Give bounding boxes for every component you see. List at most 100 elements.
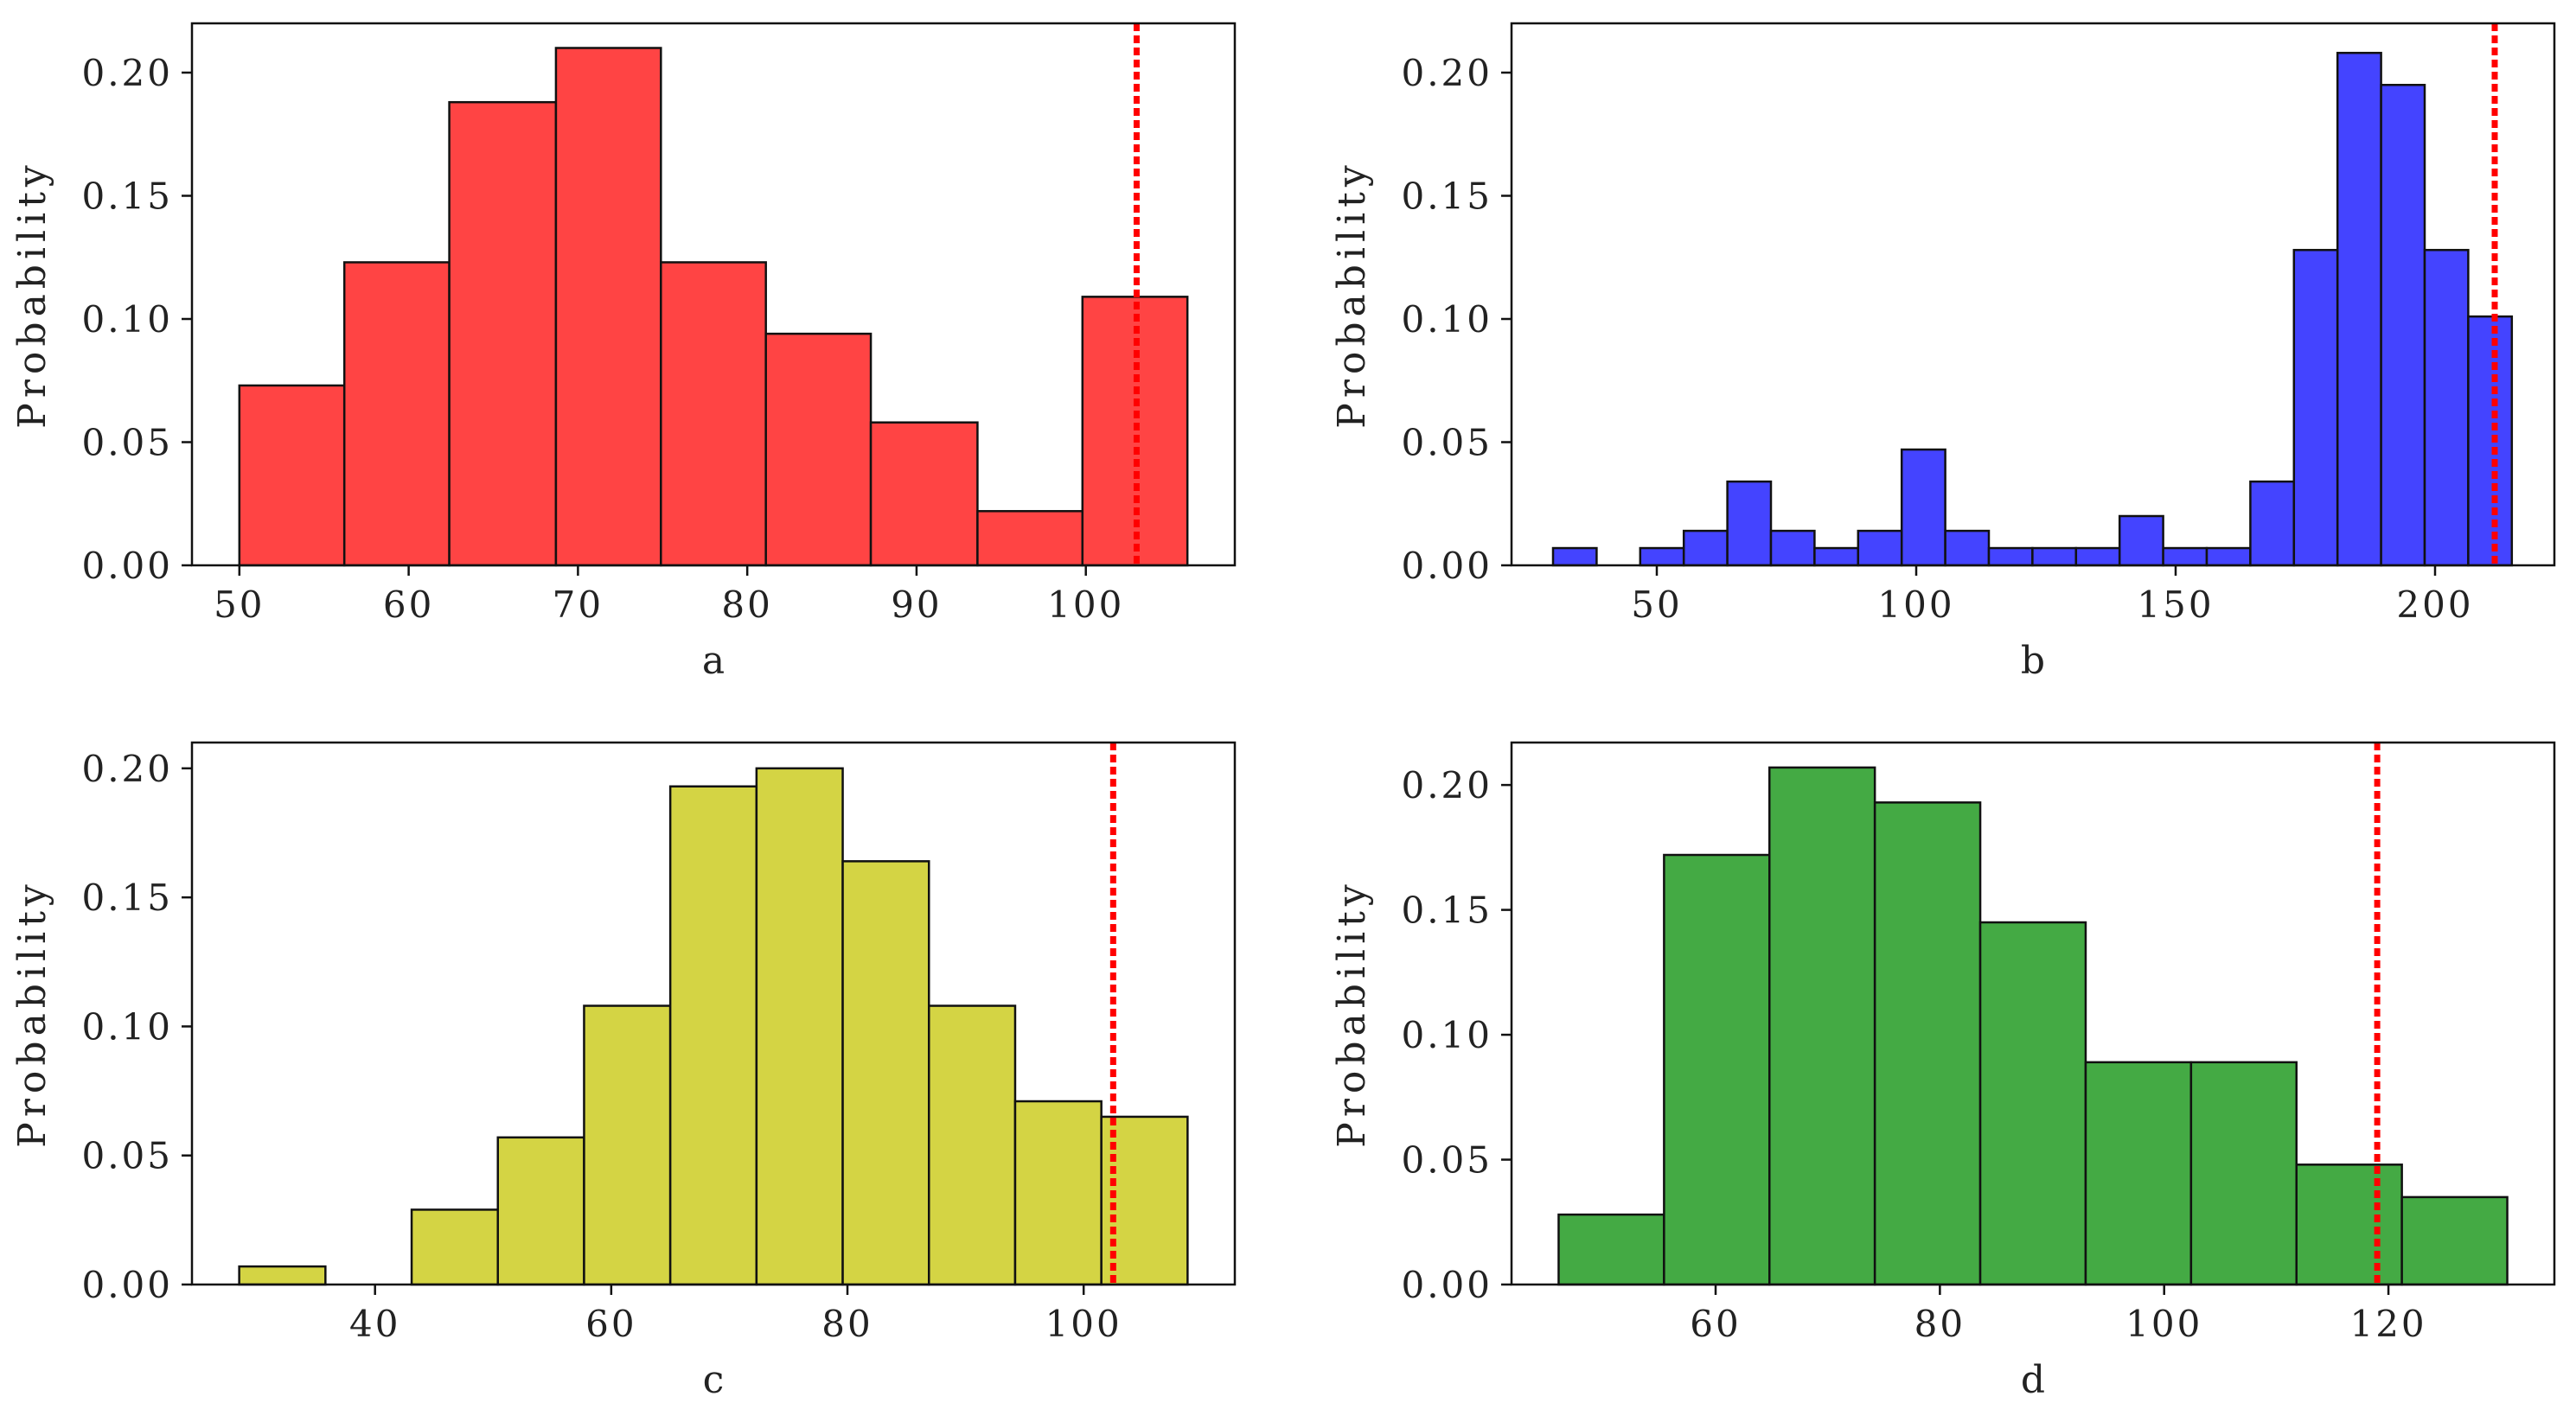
panel-b: 50 100 150 200 0.00 0.05 0.10 0.15 0.20 b Probabil… [1330, 22, 2556, 683]
panel-c-bar-7 [841, 860, 930, 1286]
panel-d-ytick-label-3: 0.15 [1401, 889, 1493, 932]
panel-b-bar-20 [2423, 248, 2470, 567]
panel-c-xtick-label-2: 80 [821, 1303, 873, 1345]
panel-a-xlabel: a [702, 639, 725, 683]
panel-d-axes-frame [1510, 741, 2556, 1286]
panel-b-bar-12 [2074, 546, 2121, 567]
panel-b-axes-frame [1510, 22, 2556, 567]
panel-b-ytick-label-3: 0.15 [1401, 175, 1493, 218]
panel-b-ytick-label-2: 0.10 [1401, 298, 1493, 341]
panel-c-ytick-label-0: 0.00 [81, 1264, 173, 1306]
panel-b-xtick-label-2: 150 [2137, 583, 2214, 626]
panel-d-bar-0 [1557, 1213, 1665, 1286]
panel-b-xtick-label-0: 50 [1631, 583, 1682, 626]
panel-a-xtick-label-2: 70 [553, 583, 604, 626]
panel-d-ytick-label-1: 0.05 [1401, 1139, 1493, 1182]
panel-a-bar-6 [869, 421, 979, 567]
panel-a-ytick-label-1: 0.05 [81, 422, 173, 464]
panel-b-bar-19 [2380, 84, 2426, 567]
panel-b-xtick-label-1: 100 [1877, 583, 1954, 626]
panel-d-bar-2 [1768, 766, 1876, 1286]
panel-a-bar-4 [660, 261, 767, 567]
panel-a: 50 60 70 80 90 100 0.00 0.05 0.10 0.15 0.20 a Probab… [10, 22, 1237, 683]
panel-c-bar-4 [583, 1004, 672, 1286]
panel-a-ytick-label-0: 0.00 [81, 545, 173, 587]
panel-a-ylabel: Probability [10, 160, 54, 428]
panel-b-bar-4 [1726, 480, 1773, 567]
panel-b-bar-13 [2118, 514, 2164, 567]
panel-b-bar-6 [1813, 546, 1860, 567]
panel-d-xtick-label-2: 100 [2125, 1303, 2202, 1345]
panel-a-bar-0 [238, 384, 346, 567]
panel-d-bar-4 [1978, 921, 2087, 1286]
panel-a-ytick-label-4: 0.20 [81, 52, 173, 94]
panel-d-bar-6 [2189, 1061, 2298, 1286]
panel-d-bar-8 [2400, 1195, 2509, 1286]
panel-a-ytick-label-2: 0.10 [81, 298, 173, 341]
panel-a-bar-5 [764, 332, 873, 567]
panel-b-xlabel: b [2021, 639, 2045, 683]
panel-b-bar-21 [2467, 315, 2514, 567]
panel-c-axes-frame [190, 741, 1237, 1286]
panel-a-bar-3 [554, 47, 662, 567]
panel-b-bar-3 [1682, 529, 1729, 567]
panel-d-ytick-label-4: 0.20 [1401, 764, 1493, 807]
panel-a-bar-2 [448, 100, 558, 567]
panel-b-bar-9 [1944, 529, 1991, 567]
panel-b-bar-11 [2031, 546, 2078, 567]
panel-b-bar-15 [2205, 546, 2252, 567]
panel-d-bar-5 [2084, 1061, 2193, 1286]
panel-c-bar-8 [928, 1004, 1017, 1286]
panel-c-bar-9 [1013, 1100, 1103, 1286]
panel-a-xtick-label-5: 100 [1047, 583, 1124, 626]
panel-a-xtick-label-4: 90 [891, 583, 942, 626]
panel-b-bar-7 [1857, 529, 1903, 567]
panel-b-bar-2 [1639, 546, 1685, 567]
panel-d-xtick-label-0: 60 [1690, 1303, 1741, 1345]
panel-d-bar-1 [1663, 853, 1771, 1286]
panel-c-xtick-label-1: 60 [585, 1303, 636, 1345]
panel-b-bar-10 [1987, 546, 2034, 567]
panel-c-bar-5 [668, 785, 758, 1286]
panel-d-xtick-label-1: 80 [1914, 1303, 1966, 1345]
panel-b-ytick-label-4: 0.20 [1401, 52, 1493, 94]
panel-d-xtick-label-3: 120 [2349, 1303, 2426, 1345]
panel-c-bar-6 [755, 767, 844, 1286]
panel-b-bar-17 [2292, 248, 2339, 567]
panel-d-ytick-label-2: 0.10 [1401, 1014, 1493, 1056]
panel-b-ytick-label-1: 0.05 [1401, 422, 1493, 464]
panel-c-xtick-label-0: 40 [349, 1303, 400, 1345]
panel-c-bar-3 [496, 1136, 585, 1286]
panel-c-ytick-label-4: 0.20 [81, 748, 173, 790]
panel-a-bar-1 [342, 261, 451, 567]
panel-d-ylabel: Probability [1330, 879, 1374, 1147]
panel-d-bar-7 [2295, 1164, 2403, 1286]
panel-d-ytick-label-0: 0.00 [1401, 1264, 1493, 1306]
panel-b-bar-14 [2162, 546, 2208, 567]
panel-c-bar-2 [410, 1208, 499, 1286]
panel-a-axes-frame [190, 22, 1237, 567]
panel-c-ytick-label-1: 0.05 [81, 1135, 173, 1177]
panel-a-ytick-label-3: 0.15 [81, 175, 173, 218]
panel-c-xlabel: c [703, 1358, 725, 1402]
panel-c: 40 60 80 100 0.00 0.05 0.10 0.15 0.20 c Probabilit… [10, 741, 1237, 1402]
panel-b-ylabel: Probability [1330, 160, 1374, 428]
panel-c-ytick-label-2: 0.10 [81, 1005, 173, 1048]
panel-b-bar-16 [2249, 480, 2296, 567]
panel-a-xtick-label-3: 80 [721, 583, 772, 626]
panel-b-bar-8 [1900, 448, 1946, 567]
panel-c-bar-0 [238, 1265, 327, 1286]
panel-d-xlabel: d [2021, 1358, 2045, 1402]
panel-b-bar-0 [1551, 546, 1598, 567]
panel-c-ylabel: Probability [10, 879, 54, 1147]
panel-b-xtick-label-3: 200 [2396, 583, 2473, 626]
panel-d-bar-3 [1873, 801, 1982, 1286]
panel-c-ytick-label-3: 0.15 [81, 877, 173, 919]
panel-a-bar-7 [976, 510, 1084, 567]
panel-a-xtick-label-1: 60 [383, 583, 434, 626]
panel-d: 60 80 100 120 0.00 0.05 0.10 0.15 0.20 d Probabili… [1330, 741, 2556, 1402]
panel-b-bar-5 [1769, 529, 1816, 567]
panel-a-xtick-label-0: 50 [214, 583, 265, 626]
panel-b-bar-18 [2336, 51, 2382, 567]
